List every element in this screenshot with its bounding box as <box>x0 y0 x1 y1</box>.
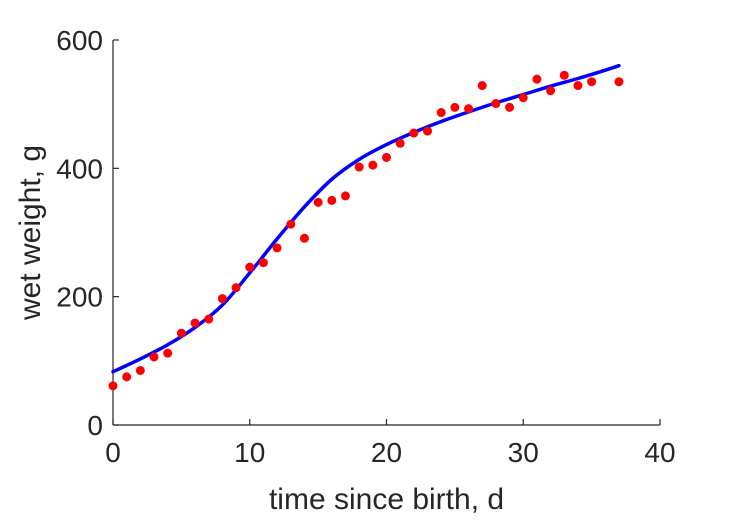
data-point <box>108 381 118 391</box>
data-point <box>299 233 309 243</box>
x-tick-label: 10 <box>234 437 265 468</box>
x-tick-label: 30 <box>508 437 539 468</box>
data-point <box>587 77 597 87</box>
data-point <box>559 70 569 80</box>
data-point <box>272 243 282 253</box>
data-point <box>518 93 528 103</box>
data-point <box>245 262 255 272</box>
data-point <box>340 191 350 201</box>
data-point <box>149 352 159 362</box>
x-axis-label: time since birth, d <box>269 483 504 516</box>
x-tick-label: 0 <box>105 437 121 468</box>
data-point <box>423 126 433 136</box>
axes <box>112 39 661 426</box>
data-point <box>231 283 241 293</box>
data-point <box>491 99 501 109</box>
y-tick-label: 600 <box>56 25 103 56</box>
data-point <box>327 195 337 205</box>
fit-curve-layer <box>111 63 621 374</box>
y-tick-label: 0 <box>87 410 103 441</box>
data-point <box>368 160 378 170</box>
y-tick-label: 200 <box>56 282 103 313</box>
data-point <box>122 372 132 382</box>
data-point <box>217 294 227 304</box>
data-point <box>477 81 487 91</box>
data-point <box>614 77 624 87</box>
data-point <box>546 86 556 96</box>
data-point <box>313 197 323 207</box>
data-point <box>395 138 405 148</box>
y-axis-label: wet weight, g <box>14 145 47 321</box>
data-points-layer <box>108 70 624 391</box>
data-point <box>135 365 145 375</box>
data-point <box>573 81 583 91</box>
data-point <box>532 74 542 84</box>
data-point <box>382 152 391 162</box>
data-point <box>436 108 446 118</box>
data-point <box>190 318 200 328</box>
data-point <box>286 219 296 229</box>
data-point <box>258 258 268 268</box>
data-point <box>450 102 460 112</box>
data-point <box>176 328 186 338</box>
data-point <box>163 348 173 358</box>
x-tick-label: 20 <box>371 437 402 468</box>
data-point <box>354 162 364 172</box>
x-tick-label: 40 <box>644 437 675 468</box>
data-point <box>204 314 214 324</box>
data-point <box>505 102 515 112</box>
fit-curve <box>111 63 621 374</box>
y-tick-label: 400 <box>56 153 103 184</box>
data-point <box>409 128 419 138</box>
data-point <box>464 104 474 114</box>
